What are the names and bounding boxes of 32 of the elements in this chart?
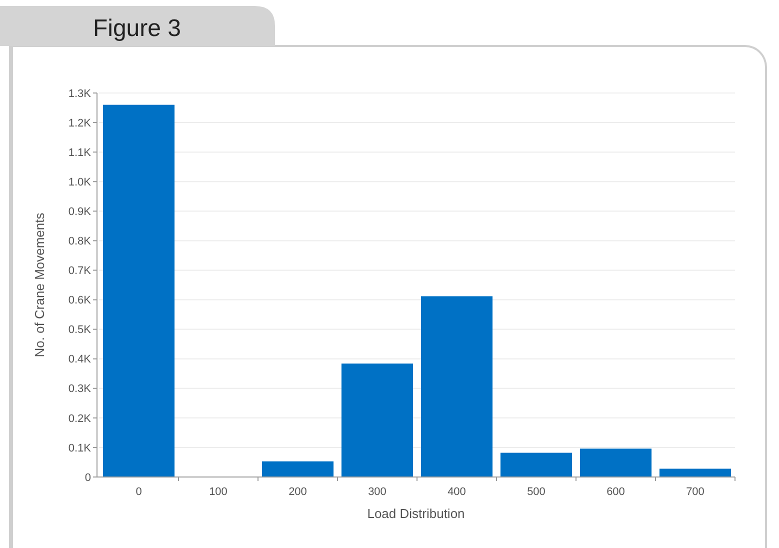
x-tick-label: 0 <box>136 486 142 498</box>
y-axis-title: No. of Crane Movements <box>32 212 47 358</box>
y-tick-label: 0.6K <box>68 294 92 307</box>
x-tick-label: 100 <box>209 486 228 498</box>
bar <box>659 468 732 477</box>
y-tick-label: 0.7K <box>68 265 92 278</box>
y-tick-label: 0.5K <box>68 324 92 336</box>
y-tick-label: 0.2K <box>68 412 92 425</box>
x-axis-title: Load Distribution <box>367 506 465 521</box>
y-tick-label: 1.0K <box>68 176 92 188</box>
x-tick-label: 500 <box>527 486 546 498</box>
y-tick-label: 0 <box>84 472 91 484</box>
y-tick-label: 0.1K <box>68 442 92 454</box>
x-tick-label: 700 <box>686 486 704 498</box>
bar <box>341 364 414 477</box>
x-tick-label: 600 <box>606 486 625 498</box>
y-tick-label: 0.4K <box>68 354 92 366</box>
bar <box>500 452 572 477</box>
y-tick-label: 0.3K <box>68 383 92 396</box>
bar <box>102 104 175 477</box>
x-tick-label: 200 <box>288 486 307 498</box>
x-tick-label: 300 <box>368 486 386 498</box>
y-tick-label: 1.3K <box>68 88 92 100</box>
chart-title: Figure 3 <box>92 15 182 42</box>
y-tick-label: 0.8K <box>68 236 92 248</box>
y-tick-label: 1.2K <box>68 117 92 130</box>
bar <box>580 448 652 477</box>
y-tick-label: 1.1K <box>68 146 92 159</box>
bar <box>262 461 334 477</box>
x-tick-label: 400 <box>448 486 466 498</box>
y-tick-label: 0.9K <box>68 206 92 218</box>
bar <box>420 296 493 477</box>
